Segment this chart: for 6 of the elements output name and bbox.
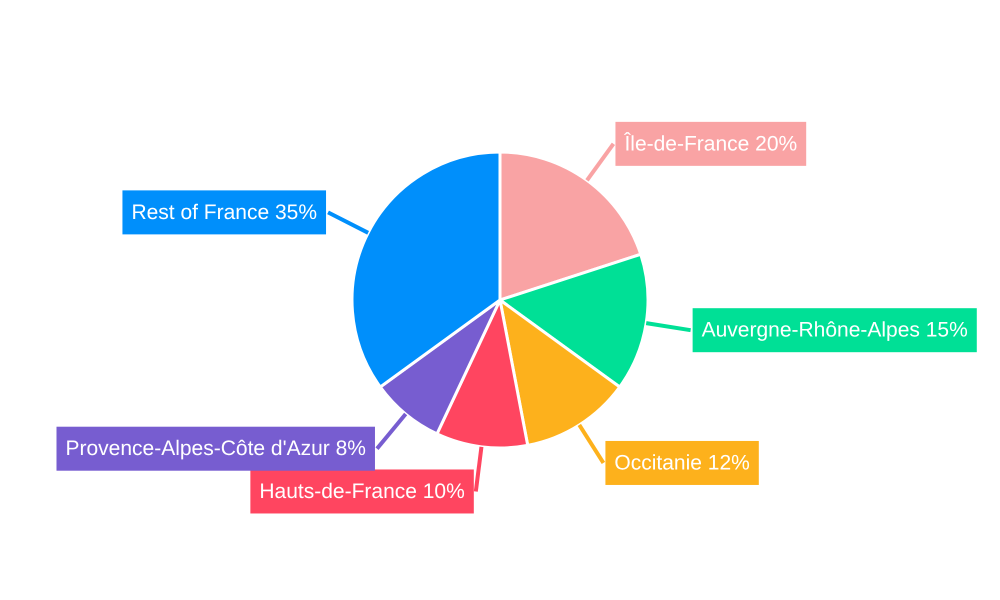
slice-label: Hauts-de-France 10% xyxy=(259,480,465,503)
slice-label: Auvergne-Rhône-Alpes 15% xyxy=(702,318,968,342)
slice-label: Occitanie 12% xyxy=(614,451,750,474)
slice-label: Provence-Alpes-Côte d'Azur 8% xyxy=(65,437,366,460)
slice-label: Île-de-France 20% xyxy=(623,131,798,156)
slice-label: Rest of France 35% xyxy=(131,200,318,224)
